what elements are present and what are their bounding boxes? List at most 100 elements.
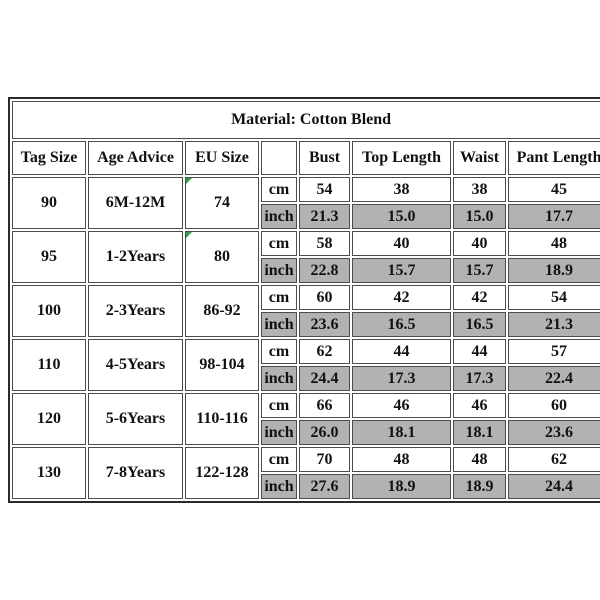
col-header-top-length: Top Length	[352, 141, 451, 175]
measure-inch-cell: 24.4	[508, 474, 600, 499]
unit-inch-cell: inch	[261, 474, 297, 499]
measure-inch-cell: 16.5	[352, 312, 451, 337]
eu-size-cell: 74	[185, 177, 259, 229]
eu-size-cell: 122-128	[185, 447, 259, 499]
measure-cm-cell: 42	[453, 285, 506, 310]
size-row-cm: 100 2-3Years 86-92 cm 60 42 42 54	[12, 285, 600, 337]
measure-inch-cell: 15.0	[352, 204, 451, 229]
measure-inch-cell: 21.3	[299, 204, 350, 229]
size-row-cm: 90 6M-12M 74 cm 54 38 38 45	[12, 177, 600, 229]
measure-inch-cell: 17.3	[453, 366, 506, 391]
measure-cm-cell: 57	[508, 339, 600, 364]
tag-size-cell: 95	[12, 231, 86, 283]
col-header-age-advice: Age Advice	[88, 141, 183, 175]
measure-cm-cell: 62	[299, 339, 350, 364]
measure-inch-cell: 22.8	[299, 258, 350, 283]
measure-inch-cell: 18.1	[352, 420, 451, 445]
size-row-cm: 110 4-5Years 98-104 cm 62 44 44 57	[12, 339, 600, 391]
measure-cm-cell: 40	[352, 231, 451, 256]
measure-inch-cell: 18.9	[508, 258, 600, 283]
unit-inch-cell: inch	[261, 204, 297, 229]
measure-cm-cell: 46	[352, 393, 451, 418]
measure-cm-cell: 54	[508, 285, 600, 310]
measure-cm-cell: 60	[508, 393, 600, 418]
size-row-inch: inch 23.6 16.5 16.5 21.3	[12, 312, 600, 337]
size-row-inch: inch 24.4 17.3 17.3 22.4	[12, 366, 600, 391]
size-chart: Material: Cotton Blend Tag Size Age Advi…	[8, 97, 600, 503]
col-header-bust: Bust	[299, 141, 350, 175]
measure-inch-cell: 16.5	[453, 312, 506, 337]
tag-size-cell: 120	[12, 393, 86, 445]
tag-size-cell: 100	[12, 285, 86, 337]
measure-inch-cell: 24.4	[299, 366, 350, 391]
size-row-inch: inch 26.0 18.1 18.1 23.6	[12, 420, 600, 445]
material-row: Material: Cotton Blend	[12, 101, 600, 139]
unit-inch-cell: inch	[261, 366, 297, 391]
measure-inch-cell: 18.1	[453, 420, 506, 445]
measure-cm-cell: 38	[453, 177, 506, 202]
eu-size-cell: 80	[185, 231, 259, 283]
measure-cm-cell: 48	[352, 447, 451, 472]
tag-size-cell: 90	[12, 177, 86, 229]
measure-inch-cell: 21.3	[508, 312, 600, 337]
measure-inch-cell: 26.0	[299, 420, 350, 445]
measure-cm-cell: 58	[299, 231, 350, 256]
measure-cm-cell: 48	[453, 447, 506, 472]
size-chart-table: Material: Cotton Blend Tag Size Age Advi…	[8, 97, 600, 503]
measure-cm-cell: 45	[508, 177, 600, 202]
tag-size-cell: 130	[12, 447, 86, 499]
age-advice-cell: 1-2Years	[88, 231, 183, 283]
age-advice-cell: 6M-12M	[88, 177, 183, 229]
unit-inch-cell: inch	[261, 312, 297, 337]
unit-cm-cell: cm	[261, 177, 297, 202]
measure-inch-cell: 18.9	[352, 474, 451, 499]
measure-cm-cell: 60	[299, 285, 350, 310]
col-header-unit	[261, 141, 297, 175]
measure-inch-cell: 15.0	[453, 204, 506, 229]
measure-inch-cell: 27.6	[299, 474, 350, 499]
unit-inch-cell: inch	[261, 258, 297, 283]
measure-cm-cell: 62	[508, 447, 600, 472]
size-row-cm: 120 5-6Years 110-116 cm 66 46 46 60	[12, 393, 600, 445]
measure-cm-cell: 66	[299, 393, 350, 418]
unit-cm-cell: cm	[261, 285, 297, 310]
age-advice-cell: 7-8Years	[88, 447, 183, 499]
size-row-inch: inch 22.8 15.7 15.7 18.9	[12, 258, 600, 283]
eu-size-cell: 86-92	[185, 285, 259, 337]
measure-inch-cell: 23.6	[299, 312, 350, 337]
unit-cm-cell: cm	[261, 393, 297, 418]
measure-cm-cell: 54	[299, 177, 350, 202]
age-advice-cell: 5-6Years	[88, 393, 183, 445]
header-row: Tag Size Age Advice EU Size Bust Top Len…	[12, 141, 600, 175]
measure-cm-cell: 70	[299, 447, 350, 472]
measure-cm-cell: 44	[453, 339, 506, 364]
measure-inch-cell: 17.3	[352, 366, 451, 391]
unit-cm-cell: cm	[261, 447, 297, 472]
size-row-inch: inch 21.3 15.0 15.0 17.7	[12, 204, 600, 229]
unit-inch-cell: inch	[261, 420, 297, 445]
measure-cm-cell: 38	[352, 177, 451, 202]
col-header-tag-size: Tag Size	[12, 141, 86, 175]
measure-inch-cell: 23.6	[508, 420, 600, 445]
tag-size-cell: 110	[12, 339, 86, 391]
measure-cm-cell: 42	[352, 285, 451, 310]
size-row-cm: 130 7-8Years 122-128 cm 70 48 48 62	[12, 447, 600, 499]
measure-cm-cell: 48	[508, 231, 600, 256]
col-header-waist: Waist	[453, 141, 506, 175]
size-row-inch: inch 27.6 18.9 18.9 24.4	[12, 474, 600, 499]
eu-size-cell: 98-104	[185, 339, 259, 391]
measure-inch-cell: 17.7	[508, 204, 600, 229]
size-row-cm: 95 1-2Years 80 cm 58 40 40 48	[12, 231, 600, 283]
measure-cm-cell: 44	[352, 339, 451, 364]
col-header-eu-size: EU Size	[185, 141, 259, 175]
age-advice-cell: 4-5Years	[88, 339, 183, 391]
measure-inch-cell: 15.7	[352, 258, 451, 283]
measure-cm-cell: 46	[453, 393, 506, 418]
age-advice-cell: 2-3Years	[88, 285, 183, 337]
material-title: Material: Cotton Blend	[12, 101, 600, 139]
col-header-pant-length: Pant Length	[508, 141, 600, 175]
measure-inch-cell: 22.4	[508, 366, 600, 391]
unit-cm-cell: cm	[261, 339, 297, 364]
unit-cm-cell: cm	[261, 231, 297, 256]
measure-cm-cell: 40	[453, 231, 506, 256]
